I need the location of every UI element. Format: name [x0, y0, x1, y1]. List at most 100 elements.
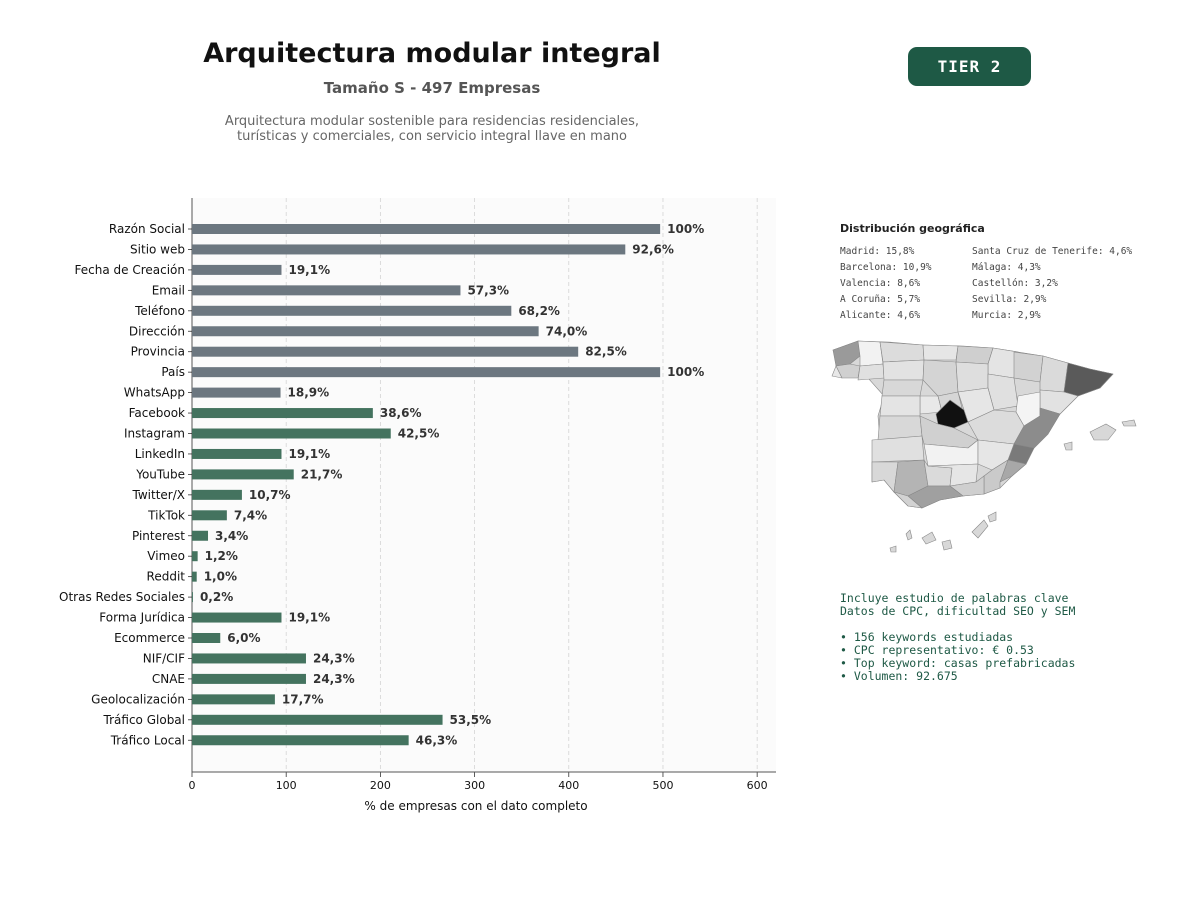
data-label: 53,5% — [450, 713, 492, 727]
keywords-bullet: • CPC representativo: € 0.53 — [840, 643, 1034, 657]
data-label: 19,1% — [288, 611, 330, 625]
map-region-tenerife — [921, 531, 937, 545]
category-label: País — [161, 365, 185, 379]
map-region-ourense — [857, 363, 885, 381]
map-region-gran-canaria — [941, 539, 953, 551]
category-label: Teléfono — [134, 304, 185, 318]
geo-item: Barcelona: 10,9% — [840, 262, 932, 273]
category-label: CNAE — [152, 672, 185, 686]
map-region-fuerteventura — [971, 519, 989, 539]
map-region-menorca — [1121, 419, 1137, 427]
category-label: Instagram — [124, 427, 185, 441]
bar — [192, 346, 579, 357]
map-region-la-palma — [905, 529, 913, 541]
bar — [192, 673, 306, 684]
description-line-1: Arquitectura modular sostenible para res… — [224, 114, 640, 129]
data-label: 57,3% — [467, 283, 509, 297]
data-label: 1,2% — [205, 549, 238, 563]
description: Arquitectura modular sostenible para res… — [202, 114, 662, 144]
bar — [192, 469, 294, 480]
data-label: 42,5% — [398, 427, 440, 441]
x-axis-label: % de empresas con el dato completo — [364, 799, 587, 813]
data-label: 92,6% — [632, 242, 674, 256]
data-label: 7,4% — [234, 508, 267, 522]
bar — [192, 653, 306, 664]
bar — [192, 428, 391, 439]
category-label: Geolocalización — [91, 692, 185, 706]
bar — [192, 326, 539, 337]
data-label: 74,0% — [546, 324, 588, 338]
map-region-barcelona — [1063, 362, 1114, 397]
data-label: 100% — [667, 222, 704, 236]
category-label: Razón Social — [109, 222, 185, 236]
map-region-zamora — [881, 379, 924, 397]
category-label: Tráfico Local — [110, 733, 185, 747]
map-region-ibiza — [1063, 441, 1073, 451]
category-label: TikTok — [147, 508, 185, 522]
category-label: Tráfico Global — [103, 713, 185, 727]
chart-title: Arquitectura modular integral — [203, 38, 661, 69]
x-tick-label: 600 — [747, 779, 768, 792]
map-region-mallorca — [1089, 423, 1117, 441]
data-label: 6,0% — [227, 631, 260, 645]
map-region-el-hierro — [889, 545, 897, 553]
bar — [192, 367, 661, 378]
spain-map — [831, 340, 1137, 553]
bar — [192, 224, 661, 234]
data-label: 68,2% — [518, 304, 560, 318]
x-tick-label: 0 — [189, 779, 196, 792]
keywords-block: Incluye estudio de palabras clave Datos … — [840, 592, 1180, 683]
bar — [192, 408, 373, 419]
data-label: 1,0% — [204, 570, 237, 584]
keywords-line-1: Incluye estudio de palabras clave — [840, 591, 1069, 605]
map-region-huesca — [1013, 351, 1044, 383]
geo-item: A Coruña: 5,7% — [840, 294, 921, 305]
bar — [192, 735, 409, 746]
geo-item: Castellón: 3,2% — [972, 278, 1058, 289]
category-label: Pinterest — [132, 529, 185, 543]
bar — [192, 448, 282, 459]
chart-subtitle: Tamaño S - 497 Empresas — [323, 79, 541, 97]
bar — [192, 489, 242, 500]
data-label: 24,3% — [313, 672, 355, 686]
map-region-cadiz — [893, 491, 923, 509]
data-label: 3,4% — [215, 529, 248, 543]
category-label: Vimeo — [147, 549, 185, 563]
geo-item: Alicante: 4,6% — [840, 310, 921, 321]
x-tick-label: 500 — [652, 779, 673, 792]
map-region-basque — [955, 345, 994, 365]
data-label: 0,2% — [200, 590, 233, 604]
bar — [192, 285, 461, 296]
category-label: Sitio web — [130, 242, 185, 256]
map-region-leon — [882, 359, 925, 381]
bar — [192, 714, 443, 725]
map-region-zaragoza — [987, 373, 1019, 411]
data-label: 19,1% — [288, 263, 330, 277]
geo-item: Valencia: 8,6% — [840, 278, 921, 289]
tier-badge: TIER 2 — [908, 47, 1031, 86]
map-region-asturias — [879, 341, 925, 363]
category-label: NIF/CIF — [143, 651, 185, 665]
map-region-salamanca — [879, 395, 921, 417]
x-tick-label: 300 — [464, 779, 485, 792]
map-region-huelva — [871, 461, 899, 493]
keywords-bullet: • 156 keywords estudiadas — [840, 630, 1014, 644]
x-tick-label: 200 — [370, 779, 391, 792]
map-region-west-coast — [831, 365, 843, 379]
data-label: 19,1% — [288, 447, 330, 461]
data-label: 100% — [667, 365, 704, 379]
bar-chart: 0 100 200 300 400 500 600 Razón Social 100% Sitio… — [59, 198, 776, 813]
geo-item: Sevilla: 2,9% — [972, 294, 1047, 305]
bar — [192, 694, 275, 705]
map-region-lleida — [1039, 355, 1069, 393]
bar — [192, 244, 626, 255]
bar — [192, 305, 512, 316]
data-label: 82,5% — [585, 345, 627, 359]
data-label: 17,7% — [282, 692, 324, 706]
bar — [192, 387, 281, 398]
geo-item: Málaga: 4,3% — [972, 262, 1041, 273]
category-label: Provincia — [131, 345, 185, 359]
geo-item: Madrid: 15,8% — [840, 246, 915, 257]
category-label: Dirección — [129, 324, 185, 338]
map-region-a-coruna — [832, 340, 861, 367]
